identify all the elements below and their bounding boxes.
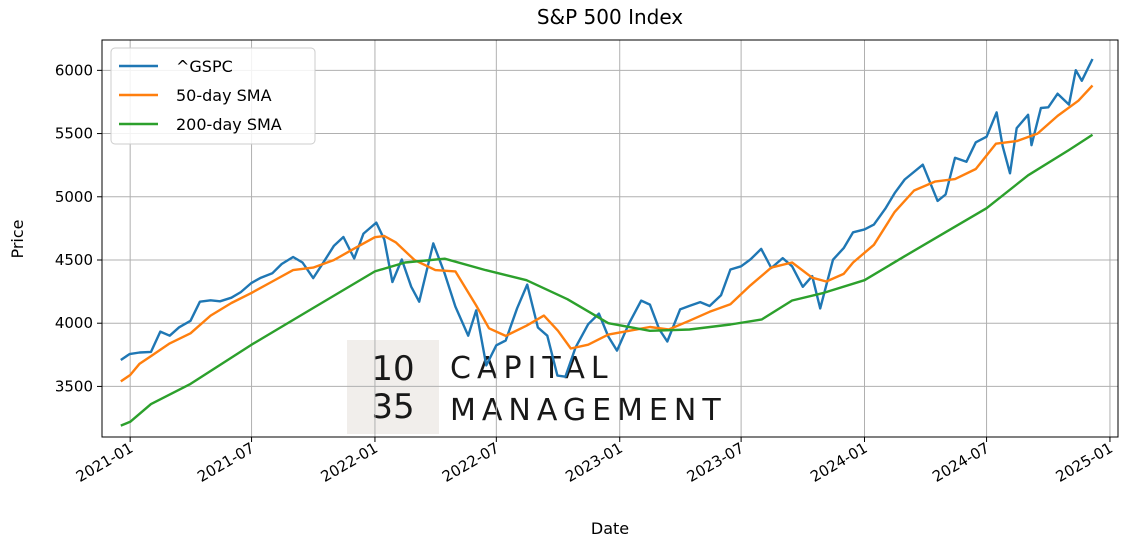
y-tick-label: 6000 xyxy=(55,61,93,79)
watermark-line1: CAPITAL xyxy=(450,351,614,386)
plot-area-frame xyxy=(101,39,1119,438)
series-line-0 xyxy=(120,58,1094,378)
y-tick-label: 3500 xyxy=(55,377,93,395)
y-tick-label: 5000 xyxy=(55,188,93,206)
y-tick-label: 4500 xyxy=(55,251,93,269)
watermark-line2: MANAGEMENT xyxy=(450,393,727,428)
legend-label-1: 50-day SMA xyxy=(176,86,272,105)
series-line-2 xyxy=(120,133,1094,427)
series-line-1 xyxy=(120,84,1094,383)
y-axis-label: Price xyxy=(8,219,27,258)
y-tick-label: 4000 xyxy=(55,314,93,332)
legend-box xyxy=(110,47,316,145)
watermark-badge-top: 10 xyxy=(371,349,414,389)
watermark-badge xyxy=(347,340,439,434)
x-axis-label: Date xyxy=(591,519,629,538)
legend-label-2: 200-day SMA xyxy=(176,115,282,134)
series-lines xyxy=(120,58,1094,427)
watermark-logo: 10 35 CAPITAL MANAGEMENT xyxy=(347,340,727,434)
legend-label-0: ^GSPC xyxy=(176,57,233,76)
legend: ^GSPC 50-day SMA 200-day SMA xyxy=(110,47,316,145)
chart-title: S&P 500 Index xyxy=(537,5,683,29)
grid-lines xyxy=(102,40,1118,437)
y-tick-label: 5500 xyxy=(55,125,93,143)
y-axis: 3500 4000 4500 5000 5500 6000 xyxy=(55,61,102,395)
watermark-badge-bottom: 35 xyxy=(371,387,414,427)
